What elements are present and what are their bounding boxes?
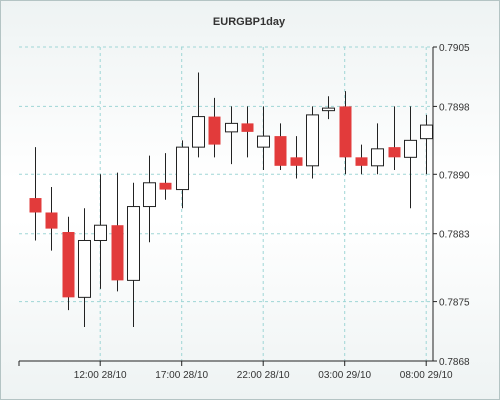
candle-body-down [355,157,368,166]
y-axis-ticks: 0.7905 0.7898 0.7890 0.7883 0.7875 0.7868 [433,43,470,368]
axes [18,47,434,366]
candle [45,187,58,251]
candle-body-up [420,124,433,140]
candle [306,106,319,179]
candle [241,106,254,158]
chart-title: EURGBP1day [213,16,286,28]
candle-body-down [208,116,221,145]
candle [208,97,221,158]
candle-body-down [159,182,172,190]
candle [111,172,124,292]
candle-body-up [306,114,319,167]
candle-body-up [404,139,417,158]
candle-body-down [339,106,352,158]
candle [176,140,189,209]
y-tick-label: 0.7890 [439,170,470,181]
x-tick-label: 22:00 28/10 [237,370,290,381]
x-tick-label: 12:00 28/10 [74,370,127,381]
candle [290,136,303,179]
candle [192,72,205,158]
candle [355,144,368,175]
candle [127,182,140,328]
candle [322,96,335,120]
candle [94,174,107,289]
y-tick-label: 0.7868 [439,357,470,368]
candle-body-up [127,206,140,281]
candles [29,72,433,328]
candle-body-up [94,224,107,241]
x-tick-label: 08:00 29/10 [400,370,453,381]
y-tick-label: 0.7898 [439,102,470,113]
x-tick-label: 03:00 29/10 [318,370,371,381]
candle [274,123,287,171]
y-tick-label: 0.7875 [439,298,470,309]
candle-body-down [241,123,254,132]
candle-body-up [192,116,205,148]
candle-body-down [290,157,303,166]
candle-body-up [176,146,189,191]
candle [29,147,42,241]
candle-body-down [45,212,58,229]
candle [404,106,417,209]
candle-body-down [274,136,287,166]
x-axis-ticks: 12:00 28/10 17:00 28/10 22:00 28/10 03:00 2… [74,361,453,381]
candle-body-down [62,232,75,298]
y-tick-label: 0.7883 [439,230,470,241]
candle-body-up [257,135,270,148]
candle [339,91,352,175]
y-tick-label: 0.7905 [439,43,470,54]
candle-body-up [322,107,335,112]
x-tick-label: 17:00 28/10 [155,370,208,381]
candle [159,153,172,200]
candle-body-down [388,147,401,158]
candle-body-down [29,198,42,213]
candle-body-up [371,148,384,167]
candle [143,155,156,243]
candle [388,106,401,171]
candle-body-up [143,182,156,208]
candle-body-up [78,239,91,298]
grid-lines [19,46,433,362]
candle [257,106,270,171]
candle [371,123,384,175]
candle [225,106,238,165]
candle [62,216,75,311]
candle-body-down [111,225,124,281]
candle [420,114,433,175]
candle-body-up [225,122,238,133]
candle [78,208,91,328]
